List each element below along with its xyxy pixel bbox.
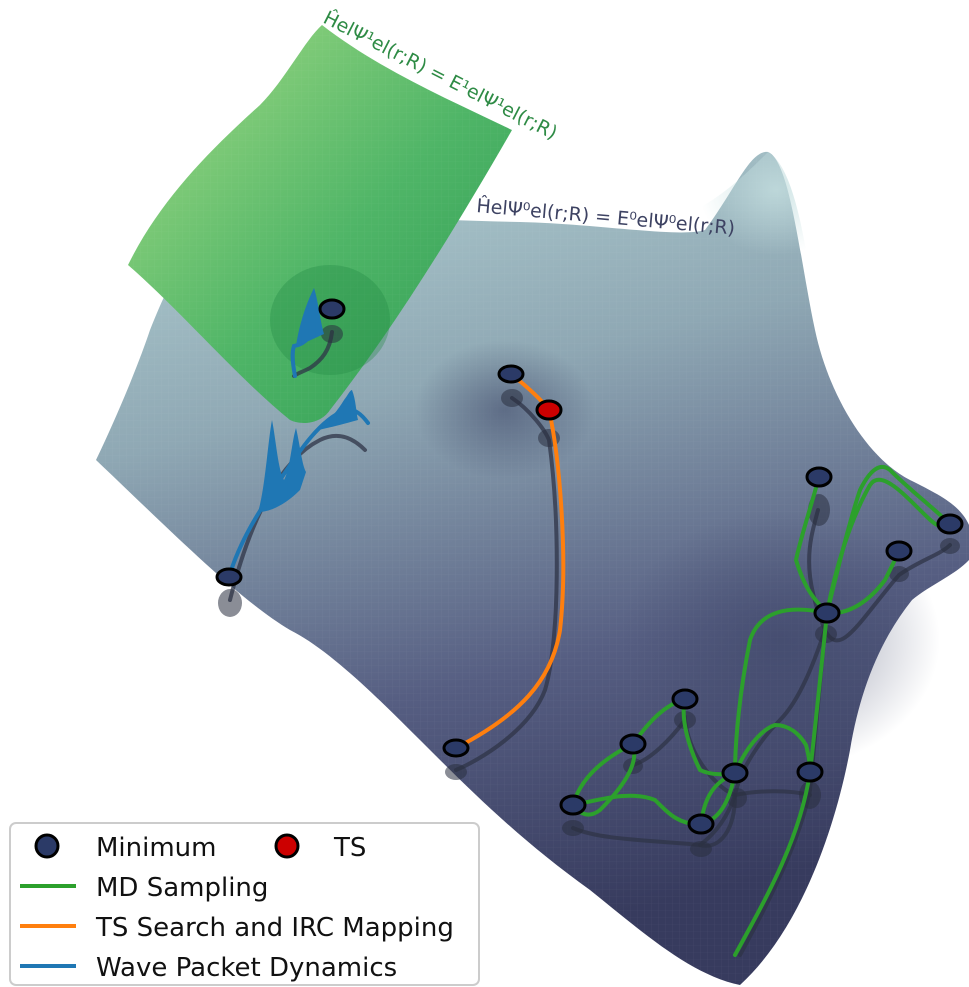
- minimum-marker[interactable]: [215, 567, 243, 587]
- marker-shadow: [321, 325, 343, 343]
- excited-surface-mesh: [128, 25, 512, 423]
- md-path: [825, 477, 952, 615]
- ts-marker[interactable]: [535, 399, 563, 421]
- ground-surface-well: [415, 340, 595, 480]
- minimum-marker[interactable]: [805, 466, 833, 488]
- md-path: [733, 607, 829, 775]
- excited-state-surface: [128, 25, 512, 423]
- marker-shadow: [940, 538, 960, 554]
- minimum-marker[interactable]: [936, 513, 964, 535]
- legend: Minimum TS MD Sampling TS Search and IRC…: [9, 822, 480, 986]
- marker-shadow: [501, 389, 523, 407]
- marker-shadow: [218, 589, 242, 617]
- minimum-marker[interactable]: [721, 762, 749, 784]
- minimum-marker[interactable]: [885, 540, 913, 562]
- wave-packet-paths: [227, 288, 370, 579]
- ground-surface-peak-highlight: [600, 152, 820, 340]
- minimum-marker[interactable]: [318, 298, 346, 320]
- excited-path-shadow: [292, 330, 334, 378]
- legend-ts-icon: [274, 833, 300, 859]
- minimum-markers: [215, 298, 964, 835]
- wave-packet: [318, 390, 358, 430]
- legend-minimum-icon: [34, 833, 60, 859]
- excited-surface-well: [270, 265, 390, 375]
- md-path-shadow: [698, 628, 827, 847]
- md-path-shadow: [807, 508, 952, 643]
- legend-md-label: MD Sampling: [96, 873, 268, 903]
- wave-path-shadow: [228, 433, 367, 602]
- minimum-marker[interactable]: [813, 602, 841, 624]
- legend-frame: [9, 822, 480, 986]
- minimum-marker[interactable]: [687, 813, 715, 835]
- legend-irc-label: TS Search and IRC Mapping: [95, 913, 454, 943]
- legend-ts-label: TS: [333, 833, 366, 863]
- marker-shadow: [727, 788, 747, 808]
- marker-shadow: [690, 841, 712, 857]
- minimum-marker[interactable]: [796, 761, 824, 783]
- minimum-marker[interactable]: [442, 738, 470, 758]
- wave-packet: [258, 420, 306, 512]
- legend-minimum-label: Minimum: [96, 833, 217, 863]
- minimum-marker[interactable]: [619, 733, 647, 755]
- wave-packet: [296, 288, 324, 346]
- marker-shadow: [889, 566, 909, 582]
- md-path: [793, 475, 829, 615]
- marker-shadow: [562, 820, 584, 836]
- marker-shadow: [445, 764, 467, 780]
- legend-wave-label: Wave Packet Dynamics: [96, 953, 397, 983]
- minimum-marker[interactable]: [497, 364, 525, 384]
- minimum-marker[interactable]: [559, 794, 587, 816]
- irc-path: [454, 408, 566, 750]
- ground-surface-well: [620, 510, 940, 770]
- minimum-marker[interactable]: [671, 688, 699, 710]
